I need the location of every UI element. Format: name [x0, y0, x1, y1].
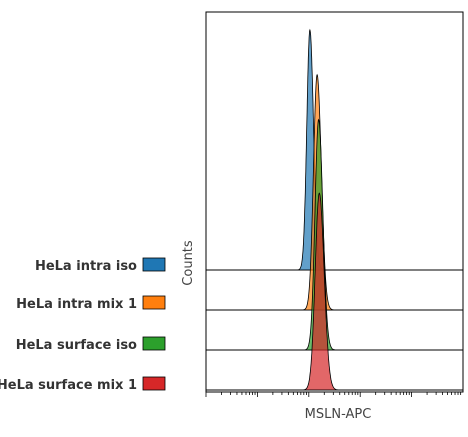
x-axis-label: MSLN-APC — [305, 407, 372, 422]
legend: HeLa intra iso HeLa intra mix 1 HeLa surfa… — [0, 257, 166, 393]
series-area — [300, 192, 340, 391]
legend-label: HeLa surface iso — [16, 338, 137, 353]
legend-label: HeLa intra iso — [35, 259, 137, 274]
legend-swatch — [142, 376, 166, 391]
legend-swatch — [142, 257, 166, 272]
legend-label: HeLa surface mix 1 — [0, 378, 137, 393]
legend-label: HeLa intra mix 1 — [16, 297, 137, 312]
legend-swatch — [142, 336, 166, 351]
series-layer — [206, 28, 463, 391]
legend-swatch — [142, 295, 166, 310]
x-axis-ticks — [205, 392, 462, 397]
y-axis-label: Counts — [181, 240, 196, 286]
plot-frame — [205, 11, 464, 393]
